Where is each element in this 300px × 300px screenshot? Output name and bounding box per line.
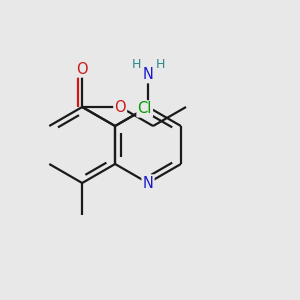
- Text: N: N: [142, 67, 153, 82]
- Text: Cl: Cl: [137, 101, 152, 116]
- Text: H: H: [131, 58, 141, 71]
- Text: H: H: [155, 58, 165, 71]
- Text: O: O: [76, 61, 88, 76]
- Text: N: N: [142, 176, 153, 190]
- Text: O: O: [114, 100, 126, 115]
